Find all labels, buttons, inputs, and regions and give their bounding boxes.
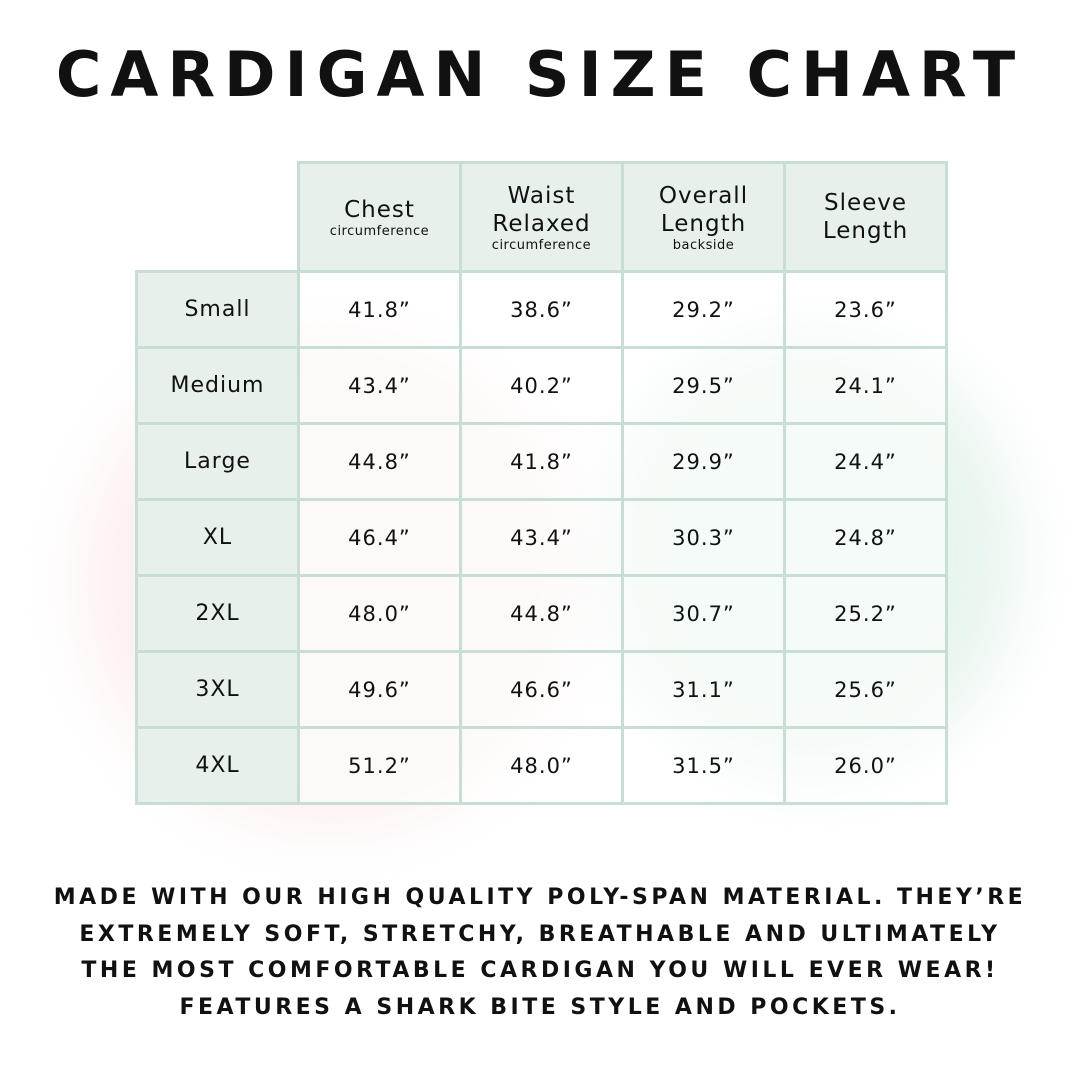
- measurement-value: 31.5”: [672, 753, 735, 778]
- size-label: Large: [184, 449, 251, 474]
- size-label-cell: Small: [135, 270, 300, 349]
- measurement-value: 44.8”: [510, 601, 573, 626]
- measurement-value: 44.8”: [348, 449, 411, 474]
- table-cell: 29.5”: [621, 346, 786, 425]
- column-header-label: Waist Relaxed: [492, 182, 591, 237]
- table-cell: 38.6”: [459, 270, 624, 349]
- table-cell: 29.2”: [621, 270, 786, 349]
- description-line: EXTREMELY SOFT, STRETCHY, BREATHABLE AND…: [79, 921, 1001, 947]
- table-cell: 25.2”: [783, 574, 948, 653]
- description-line: FEATURES A SHARK BITE STYLE AND POCKETS.: [179, 994, 901, 1020]
- table-cell: 46.6”: [459, 650, 624, 729]
- description-text: MADE WITH OUR HIGH QUALITY POLY-SPAN MAT…: [0, 880, 1080, 1026]
- size-label: 3XL: [195, 677, 240, 702]
- column-header-label: Chest: [344, 196, 415, 223]
- table-cell: 49.6”: [297, 650, 462, 729]
- column-header-sublabel: circumference: [491, 237, 592, 253]
- measurement-value: 29.5”: [672, 373, 735, 398]
- column-header: Sleeve Length: [783, 161, 948, 273]
- table-cell: 31.1”: [621, 650, 786, 729]
- size-label-cell: 3XL: [135, 650, 300, 729]
- measurement-value: 29.9”: [672, 449, 735, 474]
- table-cell: 48.0”: [459, 726, 624, 805]
- table-cell: 44.8”: [459, 574, 624, 653]
- table-cell: 30.7”: [621, 574, 786, 653]
- measurement-value: 46.6”: [510, 677, 573, 702]
- table-cell: 24.8”: [783, 498, 948, 577]
- size-label-cell: 2XL: [135, 574, 300, 653]
- table-cell: 43.4”: [297, 346, 462, 425]
- measurement-value: 46.4”: [348, 525, 411, 550]
- measurement-value: 48.0”: [348, 601, 411, 626]
- size-label: XL: [202, 525, 233, 550]
- size-label: 2XL: [195, 601, 240, 626]
- table-cell: 41.8”: [297, 270, 462, 349]
- measurement-value: 43.4”: [348, 373, 411, 398]
- measurement-value: 43.4”: [510, 525, 573, 550]
- table-cell: 48.0”: [297, 574, 462, 653]
- table-cell: 31.5”: [621, 726, 786, 805]
- measurement-value: 30.7”: [672, 601, 735, 626]
- measurement-value: 38.6”: [510, 297, 573, 322]
- measurement-value: 41.8”: [348, 297, 411, 322]
- measurement-value: 31.1”: [672, 677, 735, 702]
- measurement-value: 25.2”: [834, 601, 897, 626]
- measurement-value: 24.8”: [834, 525, 897, 550]
- measurement-value: 30.3”: [672, 525, 735, 550]
- table-cell: 30.3”: [621, 498, 786, 577]
- column-header: Chest circumference: [297, 161, 462, 273]
- measurement-value: 24.1”: [834, 373, 897, 398]
- size-label: 4XL: [195, 753, 240, 778]
- table-cell: 41.8”: [459, 422, 624, 501]
- size-label: Small: [184, 297, 251, 322]
- measurement-value: 25.6”: [834, 677, 897, 702]
- table-cell: 40.2”: [459, 346, 624, 425]
- column-header-sublabel: backside: [672, 237, 735, 253]
- measurement-value: 51.2”: [348, 753, 411, 778]
- measurement-value: 23.6”: [834, 297, 897, 322]
- measurement-value: 40.2”: [510, 373, 573, 398]
- table-cell: 43.4”: [459, 498, 624, 577]
- measurement-value: 41.8”: [510, 449, 573, 474]
- measurement-value: 49.6”: [348, 677, 411, 702]
- measurement-value: 24.4”: [834, 449, 897, 474]
- size-label-cell: Large: [135, 422, 300, 501]
- column-header-sublabel: circumference: [329, 223, 430, 239]
- description-line: THE MOST COMFORTABLE CARDIGAN YOU WILL E…: [81, 958, 999, 983]
- column-header-label: Overall Length: [658, 182, 749, 237]
- table-cell: 24.4”: [783, 422, 948, 501]
- table-cell: 29.9”: [621, 422, 786, 501]
- table-cell: 46.4”: [297, 498, 462, 577]
- table-cell: 23.6”: [783, 270, 948, 349]
- table-cell: 44.8”: [297, 422, 462, 501]
- measurement-value: 29.2”: [672, 297, 735, 322]
- size-label-cell: XL: [135, 498, 300, 577]
- column-header: Waist Relaxed circumference: [459, 161, 624, 273]
- description-line: MADE WITH OUR HIGH QUALITY POLY-SPAN MAT…: [53, 885, 1027, 910]
- size-label-cell: 4XL: [135, 726, 300, 805]
- table-cell: 26.0”: [783, 726, 948, 805]
- size-label: Medium: [170, 373, 265, 398]
- measurement-value: 48.0”: [510, 753, 573, 778]
- table-cell: 24.1”: [783, 346, 948, 425]
- measurement-value: 26.0”: [834, 753, 897, 778]
- column-header-label: Sleeve Length: [822, 190, 909, 244]
- column-header: Overall Length backside: [621, 161, 786, 273]
- size-label-cell: Medium: [135, 346, 300, 425]
- table-cell: 51.2”: [297, 726, 462, 805]
- table-cell: 25.6”: [783, 650, 948, 729]
- page-title: CARDIGAN SIZE CHART: [55, 38, 1025, 111]
